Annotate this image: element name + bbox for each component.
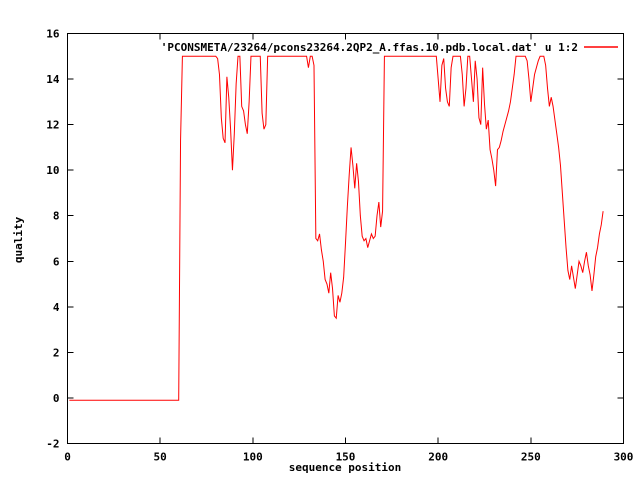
- y-tick-label: 16: [46, 28, 60, 41]
- legend: 'PCONSMETA/23264/pcons23264.2QP2_A.ffas.…: [161, 41, 618, 54]
- y-tick-label: 14: [46, 73, 60, 86]
- x-axis-label: sequence position: [289, 461, 402, 474]
- x-axis-ticks: 0 50 100 150 200 250 300: [64, 33, 634, 464]
- y-tick-label: 6: [53, 255, 60, 268]
- y-tick-label: 0: [53, 392, 60, 405]
- y-tick-label: 2: [53, 346, 60, 359]
- x-tick-label: 250: [521, 451, 541, 464]
- x-tick-label: 50: [154, 451, 167, 464]
- y-axis-ticks: -2 0 2 4 6 8 10 12 14 16: [46, 28, 624, 451]
- x-tick-label: 200: [428, 451, 448, 464]
- y-axis-label: quality: [12, 216, 25, 263]
- y-tick-label: 8: [53, 210, 60, 223]
- legend-entry-label: 'PCONSMETA/23264/pcons23264.2QP2_A.ffas.…: [161, 41, 578, 54]
- x-tick-label: 300: [614, 451, 634, 464]
- x-tick-label: 0: [64, 451, 71, 464]
- plot-frame: [67, 33, 624, 444]
- data-series-line: [69, 55, 604, 401]
- y-tick-label: 10: [46, 164, 59, 177]
- y-tick-label: 12: [46, 119, 59, 132]
- y-tick-label: -2: [46, 438, 59, 451]
- x-tick-label: 150: [336, 451, 356, 464]
- x-tick-label: 100: [243, 451, 263, 464]
- y-tick-label: 4: [53, 301, 60, 314]
